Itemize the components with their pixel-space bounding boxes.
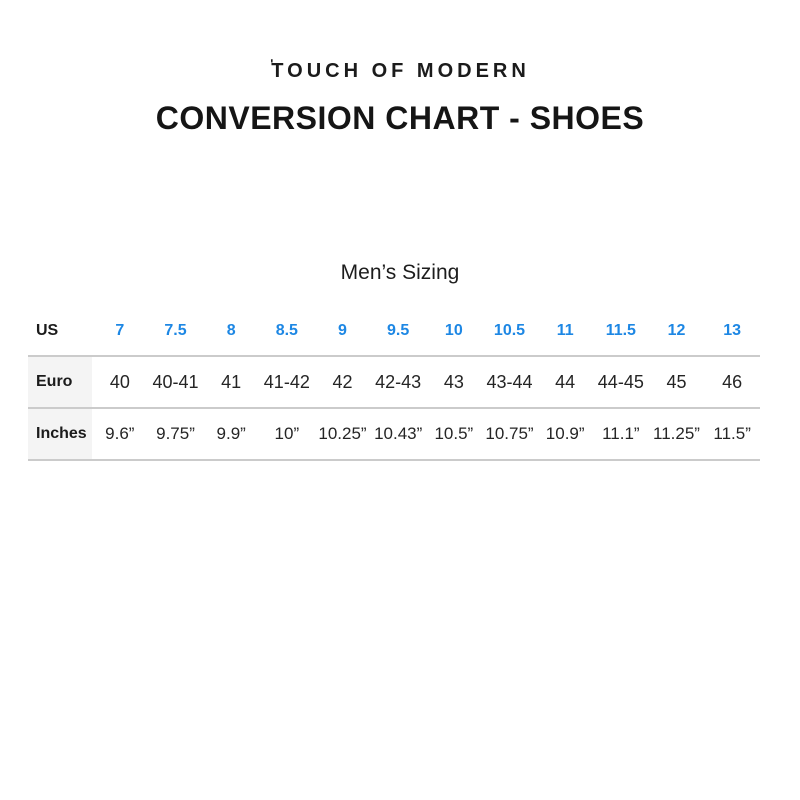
table-row-euro: Euro 40 40-41 41 41-42 42 42-43 43 43-44… [28,357,760,409]
us-size-cell: 8 [226,322,236,339]
inches-size-cell: 10.43” [374,424,423,443]
us-size-cell: 10.5 [493,322,526,339]
inches-size-cell: 9.75” [156,424,195,443]
us-size-cell: 11 [556,322,574,339]
section-label-mens-sizing: Men’s Sizing [340,261,460,284]
row-header-inches: Inches [28,409,92,459]
euro-size-cell: 46 [722,371,743,392]
us-size-cell: 8.5 [275,322,298,339]
inches-size-cell: 9.6” [105,424,135,443]
us-size-cell: 9.5 [387,322,410,339]
us-size-cell: 10 [444,322,463,339]
inches-size-cell: 10” [274,424,300,443]
row-header-euro: Euro [28,357,92,407]
euro-size-cell: 40 [109,371,130,392]
us-size-cell: 11.5 [605,322,636,339]
inches-size-cell: 10.25” [318,424,367,443]
euro-size-cell: 40-41 [152,371,199,392]
logo-text: TOUCH OF MODERN [271,60,530,82]
brand-logo: ʹTOUCH OF MODERN [0,0,800,83]
us-size-cell: 7 [115,322,125,339]
euro-size-cell: 43 [443,371,464,392]
inches-size-cell: 11.5” [713,424,751,443]
row-header-us: US [36,322,59,339]
us-size-cell: 9 [338,322,347,339]
table-row-inches: Inches 9.6” 9.75” 9.9” 10” 10.25” 10.43”… [28,409,760,461]
inches-size-cell: 10.5” [434,424,474,443]
euro-size-cell: 45 [666,371,687,392]
inches-size-cell: 9.9” [216,424,246,443]
inches-size-cell: 10.75” [485,424,534,443]
euro-size-cell: 41-42 [263,371,310,392]
euro-size-cell: 43-44 [486,371,533,392]
euro-size-cell: 44-45 [597,371,644,392]
euro-size-cell: 42 [332,371,353,392]
inches-size-cell: 11.25” [653,424,700,443]
logo-prime-mark: ʹ [270,56,274,71]
us-size-cell: 7.5 [164,322,187,339]
euro-size-cell: 42-43 [375,371,422,392]
size-conversion-table: US 7 7.5 8 8.5 9 9.5 10 10.5 11 11.5 12 … [28,307,760,461]
us-size-cell: 13 [723,322,742,339]
table-row-us: US 7 7.5 8 8.5 9 9.5 10 10.5 11 11.5 12 … [28,307,760,357]
inches-size-cell: 11.1” [602,424,640,443]
us-size-cell: 12 [667,322,686,339]
page-title: CONVERSION CHART - SHOES [155,100,645,136]
euro-size-cell: 41 [221,371,242,392]
inches-size-cell: 10.9” [545,424,585,443]
euro-size-cell: 44 [555,371,576,392]
